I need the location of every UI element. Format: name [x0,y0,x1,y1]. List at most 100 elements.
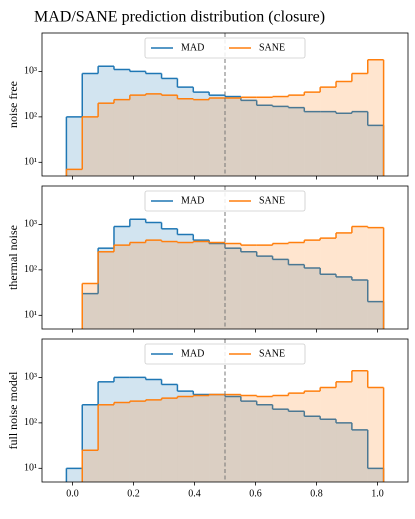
axes-frame [41,338,409,483]
histogram-bar [336,276,352,329]
histogram-bar [272,259,289,329]
histogram-bar [288,264,305,329]
histogram-bar [145,379,162,482]
x-tick-label: 0.4 [188,488,201,499]
plot-area [81,218,385,329]
histogram-bar [256,396,273,482]
histogram-bar [272,409,289,482]
histogram-bar [256,404,273,482]
legend-box [144,343,306,365]
histogram-bar [336,381,352,482]
histogram-bar [177,396,194,482]
histogram-bar [320,238,337,329]
histogram-bar [272,96,289,176]
histogram-bar [320,87,337,176]
histogram-bar [288,95,305,176]
histogram-bar [193,92,210,176]
histogram-bar [145,222,162,329]
y-tick-label: 10² [24,264,37,275]
histogram-bar [288,411,305,482]
histogram-bar [367,125,384,176]
histogram-bar [336,81,352,176]
legend-label: SANE [259,195,285,206]
histogram-bar [336,113,352,176]
histogram-bar [209,394,225,482]
histogram-bar [129,377,146,482]
histogram-bar [367,227,384,329]
histogram-bar [193,241,210,329]
histogram-bar [240,100,257,176]
histogram-bar [98,66,114,176]
histogram-bar [304,267,321,329]
y-axis-label: full noise model [6,371,20,450]
y-axis-label: thermal noise [6,225,20,290]
histogram-bar [225,243,241,329]
histogram-bar [161,398,178,482]
histogram-bar [367,468,384,482]
histogram-bar [336,232,352,329]
histogram-bar [113,245,130,329]
histogram-bar [98,103,114,176]
histogram-bar [256,245,273,329]
histogram-bar [351,370,368,482]
histogram-bar [161,241,178,329]
x-tick-label: 0.8 [310,488,323,499]
legend-label: SANE [259,348,285,359]
histogram-bar [304,240,321,329]
histogram-bar [240,251,257,329]
histogram-bar [351,279,368,329]
axes-frame [41,185,409,330]
histogram-bar [145,73,162,176]
histogram-bar [351,429,368,482]
histogram-bar [82,283,99,329]
histogram-bar [336,422,352,482]
histogram-bar [209,98,225,176]
plot-area [65,370,385,482]
y-tick-label: 10¹ [24,463,37,474]
axes-frame [41,32,409,177]
histogram-bar [209,95,225,176]
x-tick-label: 0.2 [127,488,140,499]
histogram-bar [240,395,257,482]
histogram-bar [193,240,210,329]
histogram-bar [129,95,146,176]
histogram-bar [129,401,146,482]
histogram-bar [367,301,384,329]
histogram-bar [304,92,321,176]
histogram-bar [225,98,241,176]
histogram-bar [177,87,194,176]
histogram-bar [288,107,305,176]
histogram-bar [98,248,114,329]
histogram-bar [145,240,162,329]
y-tick-label: 10³ [24,219,37,230]
histogram-bar [351,111,368,176]
legend-label: MAD [181,348,204,359]
histogram-bar [129,219,146,329]
plot-area [65,59,385,176]
legend-box [144,190,306,212]
histogram-bar [320,111,337,176]
histogram-bar [272,395,289,482]
y-axis-label: noise free [6,81,20,128]
histogram-bar [82,73,99,176]
histogram-bar [304,111,321,176]
histogram-bar [177,98,194,176]
histogram-bar [209,394,225,482]
histogram-bar [98,404,114,482]
histogram-bar [82,293,99,329]
histogram-bar [193,99,210,176]
legend-label: MAD [181,195,204,206]
histogram-bar [66,169,83,176]
figure-title: MAD/SANE prediction distribution (closur… [34,9,325,26]
y-tick-label: 10¹ [24,157,37,168]
histogram-bar [66,116,83,176]
histogram-bar [240,401,257,482]
histogram-bar [256,256,273,329]
histogram-bar [113,402,130,482]
histogram-bar [113,69,130,176]
histogram-bar [367,387,384,482]
histogram-bar [66,468,83,482]
histogram-bar [256,97,273,176]
histogram-bar [320,419,337,482]
histogram-bar [161,95,178,176]
